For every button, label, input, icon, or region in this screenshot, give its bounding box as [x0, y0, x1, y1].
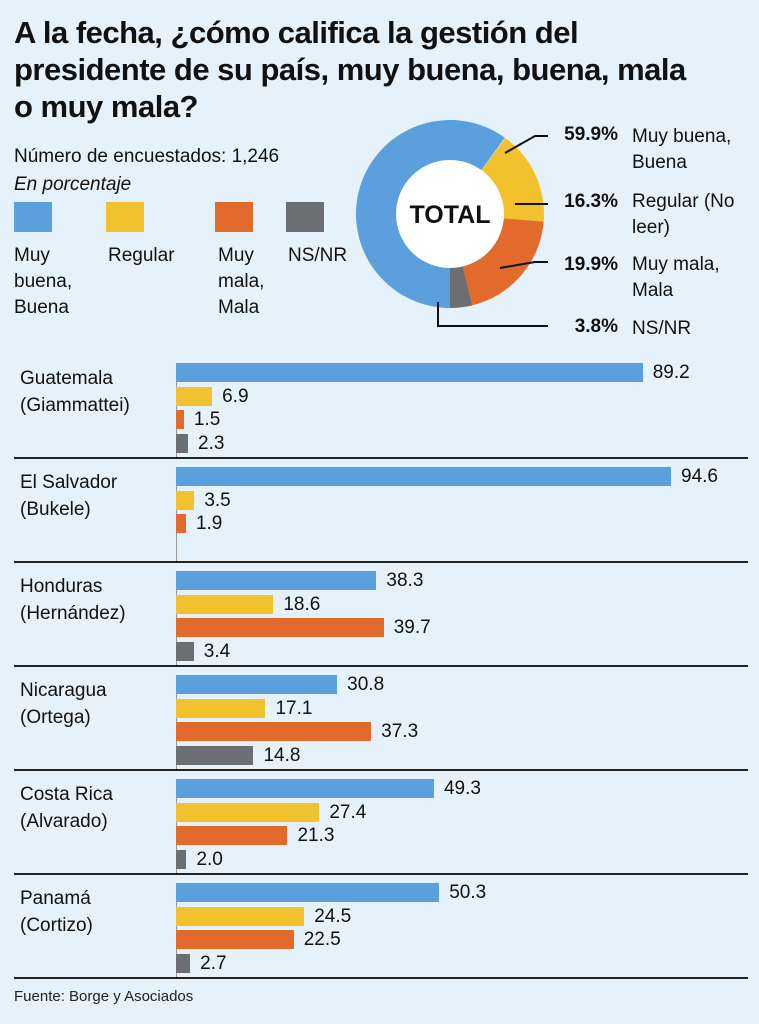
value-label-nsnr: 3.4	[203, 640, 231, 662]
group-divider	[14, 769, 748, 771]
bar-good	[176, 571, 377, 590]
total-donut-svg: TOTAL	[356, 119, 544, 308]
country-name: El Salvador	[20, 472, 118, 493]
bar-regular	[176, 802, 320, 822]
bar-regular	[176, 594, 274, 614]
value-label-good: 38.3	[386, 570, 424, 591]
callout-label-regular: Regular (No leer)	[632, 191, 735, 238]
value-label-regular: 27.4	[329, 801, 367, 823]
country-label: Guatemala (Giammattei)	[20, 365, 130, 419]
country-label: El Salvador (Bukele)	[20, 469, 117, 523]
bar-bad	[176, 618, 384, 637]
callout-pct-bad: 19.9%	[564, 254, 618, 275]
group-divider	[14, 457, 748, 459]
value-label-regular: 18.6	[283, 593, 321, 615]
president-name: (Alvarado)	[20, 811, 108, 832]
president-name: (Ortega)	[20, 707, 91, 728]
country-bar-chart: Guatemala (Giammattei) 89.2 6.9 1.5 2.3 El Sal…	[0, 355, 759, 1005]
bar-nsnr	[176, 849, 187, 869]
donut-hole	[396, 160, 504, 268]
legend-swatch-good	[14, 202, 52, 232]
bar-nsnr	[176, 433, 189, 453]
group-divider	[14, 977, 748, 979]
value-label-nsnr: 2.7	[200, 952, 227, 974]
callout-label-good: Muy buena, Buena	[632, 126, 732, 173]
bar-nsnr	[176, 953, 191, 973]
value-label-regular: 3.5	[204, 489, 231, 511]
group-divider	[14, 873, 748, 875]
callout-pct-regular: 16.3%	[564, 191, 618, 212]
respondents-count: Número de encuestados: 1,246	[14, 146, 280, 167]
value-label-bad: 37.3	[381, 721, 419, 742]
donut-center-label: TOTAL	[409, 201, 490, 229]
legend-swatch-nsnr	[286, 202, 324, 232]
callout-label-bad: Muy mala, Mala	[632, 254, 720, 301]
bar-good	[176, 467, 671, 486]
bar-bad	[176, 826, 288, 845]
value-label-bad: 1.9	[195, 513, 223, 534]
president-name: (Hernández)	[20, 603, 126, 624]
bar-bad	[176, 930, 294, 949]
group-divider	[14, 665, 748, 667]
chart-title: A la fecha, ¿cómo califica la gestión de…	[14, 15, 686, 124]
bar-nsnr	[176, 745, 254, 765]
source-note: Fuente: Borge y Asociados	[14, 988, 194, 1005]
value-label-bad: 39.7	[393, 617, 431, 638]
country-label: Honduras (Hernández)	[20, 573, 126, 627]
legend-label-bad: Muy mala, Mala	[218, 245, 265, 318]
value-label-good: 89.2	[652, 362, 690, 383]
bar-good	[176, 675, 338, 694]
value-label-nsnr: 2.3	[198, 432, 225, 454]
bar-regular	[176, 698, 266, 718]
callout-label-nsnr: NS/NR	[632, 318, 692, 339]
bar-bad	[176, 514, 186, 533]
bar-bad	[176, 410, 184, 429]
bar-good	[176, 363, 643, 382]
value-label-regular: 24.5	[314, 905, 352, 927]
country-label: Costa Rica (Alvarado)	[20, 781, 113, 835]
bar-nsnr	[176, 641, 194, 661]
unit-label: En porcentaje	[14, 174, 132, 195]
bar-regular	[176, 386, 213, 406]
value-label-regular: 17.1	[275, 697, 313, 719]
legend-swatch-bad	[215, 202, 253, 232]
country-name: Guatemala	[20, 368, 113, 389]
legend-label-nsnr: NS/NR	[288, 245, 348, 266]
value-label-nsnr: 2.0	[196, 848, 223, 870]
president-name: (Giammattei)	[20, 395, 130, 416]
country-name: Costa Rica	[20, 784, 113, 805]
president-name: (Cortizo)	[20, 915, 93, 936]
value-label-nsnr: 14.8	[263, 744, 301, 766]
country-label: Panamá (Cortizo)	[20, 885, 93, 939]
group-divider	[14, 561, 748, 563]
value-label-bad: 22.5	[303, 929, 341, 950]
value-label-good: 94.6	[681, 466, 718, 487]
total-donut: TOTAL	[355, 119, 545, 309]
bar-good	[176, 883, 440, 902]
bar-bad	[176, 722, 372, 741]
value-label-good: 50.3	[449, 882, 487, 903]
legend-label-regular: Regular	[108, 245, 175, 266]
value-label-good: 49.3	[443, 778, 481, 799]
bar-regular	[176, 906, 305, 926]
value-label-good: 30.8	[347, 674, 385, 695]
bar-good	[176, 779, 434, 798]
callout-pct-nsnr: 3.8%	[574, 316, 618, 337]
president-name: (Bukele)	[20, 499, 91, 520]
value-label-regular: 6.9	[222, 385, 249, 407]
country-name: Honduras	[20, 576, 103, 597]
bar-regular	[176, 490, 195, 510]
country-name: Nicaragua	[20, 680, 107, 701]
legend-label-good: Muy buena, Buena	[14, 245, 73, 318]
value-label-bad: 21.3	[297, 825, 335, 846]
country-name: Panamá	[20, 888, 91, 909]
callout-pct-good: 59.9%	[564, 124, 618, 145]
value-label-bad: 1.5	[193, 409, 221, 430]
legend-swatch-regular	[106, 202, 144, 232]
country-label: Nicaragua (Ortega)	[20, 677, 107, 731]
